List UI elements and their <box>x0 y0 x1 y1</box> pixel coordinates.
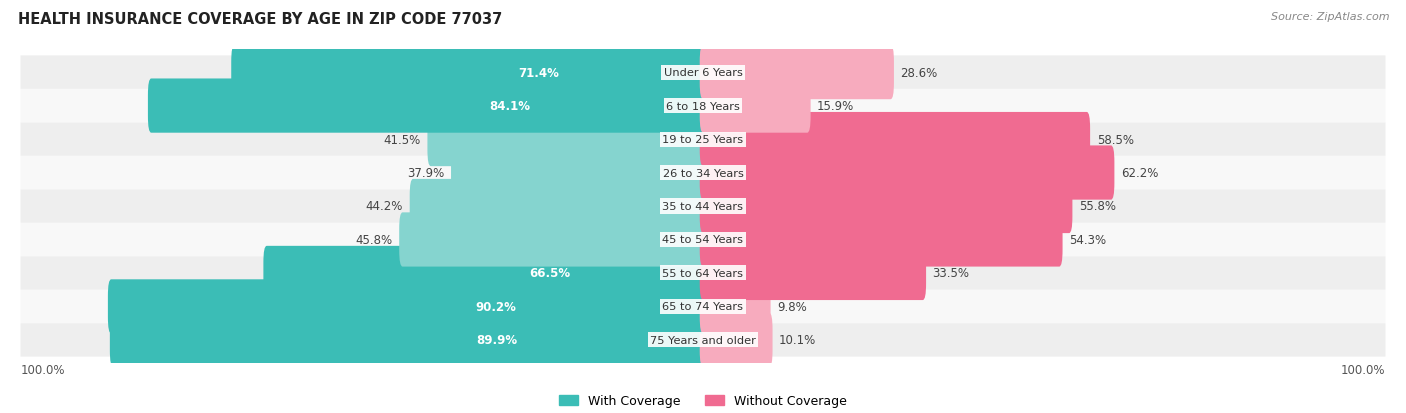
Text: 66.5%: 66.5% <box>530 267 571 280</box>
Text: Source: ZipAtlas.com: Source: ZipAtlas.com <box>1271 12 1389 22</box>
Text: HEALTH INSURANCE COVERAGE BY AGE IN ZIP CODE 77037: HEALTH INSURANCE COVERAGE BY AGE IN ZIP … <box>18 12 502 27</box>
FancyBboxPatch shape <box>148 79 706 133</box>
Text: 89.9%: 89.9% <box>477 334 517 347</box>
Text: 37.9%: 37.9% <box>408 166 444 180</box>
Text: 41.5%: 41.5% <box>384 133 420 146</box>
FancyBboxPatch shape <box>700 280 770 334</box>
FancyBboxPatch shape <box>21 123 1385 157</box>
Text: 62.2%: 62.2% <box>1121 166 1159 180</box>
FancyBboxPatch shape <box>700 213 1063 267</box>
FancyBboxPatch shape <box>263 246 706 300</box>
FancyBboxPatch shape <box>427 113 706 167</box>
Text: 65 to 74 Years: 65 to 74 Years <box>662 301 744 312</box>
FancyBboxPatch shape <box>21 290 1385 323</box>
Text: 10.1%: 10.1% <box>779 334 817 347</box>
FancyBboxPatch shape <box>21 323 1385 357</box>
FancyBboxPatch shape <box>700 246 927 300</box>
FancyBboxPatch shape <box>21 90 1385 123</box>
FancyBboxPatch shape <box>700 180 1073 233</box>
FancyBboxPatch shape <box>451 146 706 200</box>
FancyBboxPatch shape <box>700 313 772 367</box>
Text: 90.2%: 90.2% <box>475 300 516 313</box>
Text: 58.5%: 58.5% <box>1097 133 1133 146</box>
Text: 54.3%: 54.3% <box>1069 233 1107 247</box>
FancyBboxPatch shape <box>21 256 1385 290</box>
Text: 55.8%: 55.8% <box>1078 200 1116 213</box>
Text: 45.8%: 45.8% <box>356 233 392 247</box>
Text: 35 to 44 Years: 35 to 44 Years <box>662 202 744 211</box>
FancyBboxPatch shape <box>700 146 1115 200</box>
Text: 75 Years and older: 75 Years and older <box>650 335 756 345</box>
Text: 9.8%: 9.8% <box>778 300 807 313</box>
FancyBboxPatch shape <box>21 223 1385 256</box>
FancyBboxPatch shape <box>21 56 1385 90</box>
Text: Under 6 Years: Under 6 Years <box>664 68 742 78</box>
FancyBboxPatch shape <box>21 190 1385 223</box>
FancyBboxPatch shape <box>700 46 894 100</box>
Text: 15.9%: 15.9% <box>817 100 855 113</box>
Text: 100.0%: 100.0% <box>21 363 65 376</box>
Text: 28.6%: 28.6% <box>900 66 938 79</box>
Text: 33.5%: 33.5% <box>932 267 970 280</box>
Text: 6 to 18 Years: 6 to 18 Years <box>666 101 740 112</box>
FancyBboxPatch shape <box>409 180 706 233</box>
FancyBboxPatch shape <box>231 46 706 100</box>
Text: 55 to 64 Years: 55 to 64 Years <box>662 268 744 278</box>
FancyBboxPatch shape <box>700 79 811 133</box>
Text: 19 to 25 Years: 19 to 25 Years <box>662 135 744 145</box>
Text: 100.0%: 100.0% <box>1341 363 1385 376</box>
Text: 84.1%: 84.1% <box>489 100 530 113</box>
FancyBboxPatch shape <box>21 157 1385 190</box>
FancyBboxPatch shape <box>108 280 706 334</box>
Text: 26 to 34 Years: 26 to 34 Years <box>662 168 744 178</box>
FancyBboxPatch shape <box>110 313 706 367</box>
FancyBboxPatch shape <box>399 213 706 267</box>
Legend: With Coverage, Without Coverage: With Coverage, Without Coverage <box>560 394 846 408</box>
FancyBboxPatch shape <box>700 113 1090 167</box>
Text: 71.4%: 71.4% <box>519 66 560 79</box>
Text: 44.2%: 44.2% <box>366 200 404 213</box>
Text: 45 to 54 Years: 45 to 54 Years <box>662 235 744 245</box>
